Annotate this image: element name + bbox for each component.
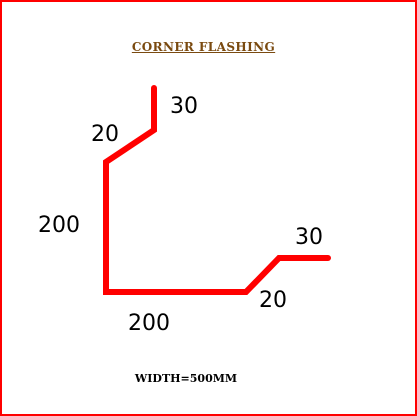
dimension-right-bend: 20 — [259, 288, 287, 313]
flashing-profile-line — [103, 85, 331, 295]
dimension-left-side: 200 — [38, 213, 80, 238]
dimension-right-lip: 30 — [295, 225, 323, 250]
dimension-bottom-side: 200 — [128, 311, 170, 336]
width-note: WIDTH=500MM — [134, 372, 238, 385]
dimension-top-lip: 30 — [170, 94, 198, 119]
dimension-top-bend: 20 — [91, 122, 119, 147]
drawing-title: CORNER FLASHING — [131, 40, 276, 54]
